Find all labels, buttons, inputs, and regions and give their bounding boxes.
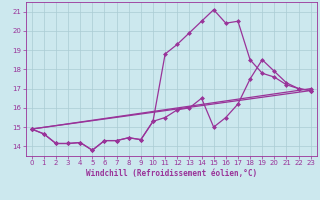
X-axis label: Windchill (Refroidissement éolien,°C): Windchill (Refroidissement éolien,°C) <box>86 169 257 178</box>
